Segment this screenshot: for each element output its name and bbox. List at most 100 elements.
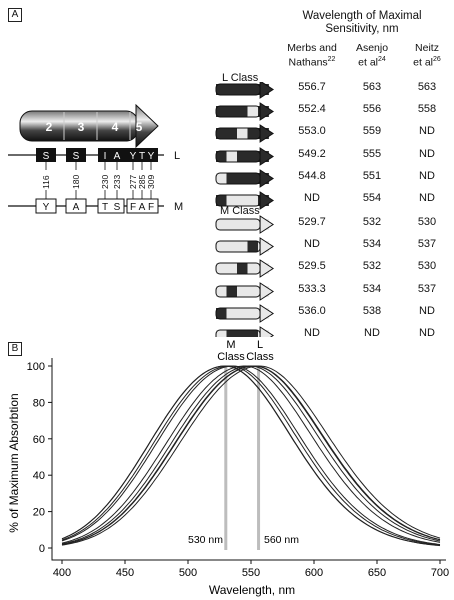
absorption-series <box>61 365 441 546</box>
x-tick-label: 700 <box>431 567 449 579</box>
m-class-value-cell: ND <box>304 327 320 339</box>
x-tick-label: 450 <box>116 567 134 579</box>
y-tick-label: 20 <box>33 507 45 519</box>
m-residue: Y <box>43 202 50 213</box>
exon-label: 2 <box>46 120 53 134</box>
l-class-peak-label-line1: L <box>257 339 263 351</box>
m-class-value-cell: ND <box>419 305 435 317</box>
table-header: Wavelength of Maximal Sensitivity, nm <box>272 10 452 36</box>
l-class-value-cell: ND <box>419 125 435 137</box>
position-numbers: 116 180 230 233 277 285 309 <box>41 175 156 189</box>
position-number: 285 <box>137 175 147 189</box>
panel-b-label: B <box>8 342 22 356</box>
m-class-value-cell: ND <box>364 327 380 339</box>
m-class-peak-label-line2: Class <box>217 351 245 363</box>
m-class-value-cell: 536.0 <box>298 305 326 317</box>
position-number: 309 <box>146 175 156 189</box>
m-class-value-cell: 532 <box>362 216 382 228</box>
sensitivity-table: 556.7 563 563 552.4 556 558 553.0 559 ND 549.2 555… <box>2 2 452 339</box>
l-chimera-arrow <box>215 124 275 143</box>
panel-a-label: A <box>8 8 22 22</box>
m-class-value-cell: 537 <box>417 283 437 295</box>
chart-axes: 400 450 500 550 600 650 700 0 20 40 60 80 100 <box>27 358 449 579</box>
m-class-value-cell: 533.3 <box>298 283 326 295</box>
m-residue: A <box>139 202 146 213</box>
m-gene-label: M <box>174 201 183 213</box>
y-tick-label: 100 <box>27 361 45 373</box>
absorption-series <box>61 365 441 546</box>
m-class-value-cell: 532 <box>362 260 382 272</box>
m-class-value-cell: 537 <box>417 238 437 250</box>
y-axis-label: % of Maximum Absorbtion <box>7 393 21 532</box>
panel-a: A Wavelength of Maximal Sensitivity, nm … <box>2 2 452 339</box>
l-class-value-cell: 559 <box>362 125 382 137</box>
axis-frame <box>51 358 446 561</box>
m-residue: F <box>148 202 154 213</box>
l-class-value-cell: 563 <box>417 81 437 93</box>
l-residue: Y <box>130 151 137 162</box>
m-residue: T <box>102 202 108 213</box>
l-chimera-arrow <box>215 102 275 121</box>
column-header-merbs-ref: 22 <box>327 56 336 63</box>
m-class-value-cell: 534 <box>362 283 382 295</box>
l-residue: Y <box>148 151 155 162</box>
l-class-label: L Class <box>222 72 259 84</box>
m-chimera-arrow <box>215 304 275 323</box>
m-class-value-cell: ND <box>419 327 435 339</box>
column-header-asenjo-line1: Asenjo <box>355 42 389 54</box>
x-axis-label: Wavelength, nm <box>209 583 295 597</box>
panel-b: B 400 450 500 550 600 650 700 0 20 40 60 80 100 M Cl… <box>2 338 452 598</box>
m-chimera-arrow <box>215 215 275 234</box>
absorption-chart: 400 450 500 550 600 650 700 0 20 40 60 80 100 M Clas… <box>7 339 449 597</box>
y-tick-label: 80 <box>33 397 45 409</box>
column-header-merbs-line1: Merbs and <box>287 42 337 54</box>
m-class-value-cell: 534 <box>362 238 382 250</box>
x-tick-label: 500 <box>179 567 197 579</box>
chimera-arrows <box>215 82 275 337</box>
m-chimera-arrow <box>215 237 275 256</box>
gene-diagram: 2 3 4 5 S S I A Y T Y L <box>8 103 183 214</box>
x-tick-label: 600 <box>305 567 323 579</box>
l-residue: A <box>114 151 121 162</box>
exon-label: 5 <box>136 120 143 134</box>
column-header-neitz: Neitz et al26 <box>402 42 452 69</box>
x-tick-label: 650 <box>368 567 386 579</box>
l-residue: S <box>73 151 80 162</box>
m-residue: S <box>114 202 121 213</box>
m-class-value-cell: 530 <box>417 216 437 228</box>
l-class-value-cell: 551 <box>362 170 382 182</box>
l-gene-label: L <box>174 150 180 162</box>
position-number: 230 <box>100 175 110 189</box>
l-class-value-cell: 556 <box>362 103 382 115</box>
l-class-value-cell: 558 <box>417 103 437 115</box>
l-gene-boxes: S S I A Y T Y <box>36 148 158 162</box>
l-class-value-cell: 553.0 <box>298 125 326 137</box>
m-residue: A <box>73 202 80 213</box>
l-class-value-cell: ND <box>304 192 320 204</box>
m-class-value-cell: 538 <box>362 305 382 317</box>
l-class-value-cell: 552.4 <box>298 103 326 115</box>
column-header-asenjo-ref: 24 <box>378 56 386 63</box>
column-header-neitz-line2: et al <box>413 56 434 69</box>
l-chimera-arrow <box>215 191 275 210</box>
exon-label: 4 <box>112 120 119 134</box>
l-class-peak-label-line2: Class <box>246 351 274 363</box>
position-ticks <box>45 162 152 199</box>
m-chimera-arrow <box>215 259 275 278</box>
absorption-series <box>61 365 441 545</box>
l-class-value-cell: 563 <box>362 81 382 93</box>
y-tick-label: 0 <box>39 543 45 555</box>
x-tick-label: 400 <box>53 567 71 579</box>
l-chimera-arrow <box>215 82 275 99</box>
m-residue: F <box>130 202 136 213</box>
m-class-value-cell: 530 <box>417 260 437 272</box>
absorption-series <box>61 365 441 546</box>
position-number: 180 <box>71 175 81 189</box>
m-class-value-cell: 529.7 <box>298 216 326 228</box>
position-number: 277 <box>128 175 138 189</box>
m-chimera-arrow <box>215 326 275 337</box>
m-class-value-cell: ND <box>304 238 320 250</box>
y-tick-label: 60 <box>33 434 45 446</box>
l-chimera-arrow <box>215 147 275 166</box>
column-header-neitz-line1: Neitz <box>415 42 439 54</box>
